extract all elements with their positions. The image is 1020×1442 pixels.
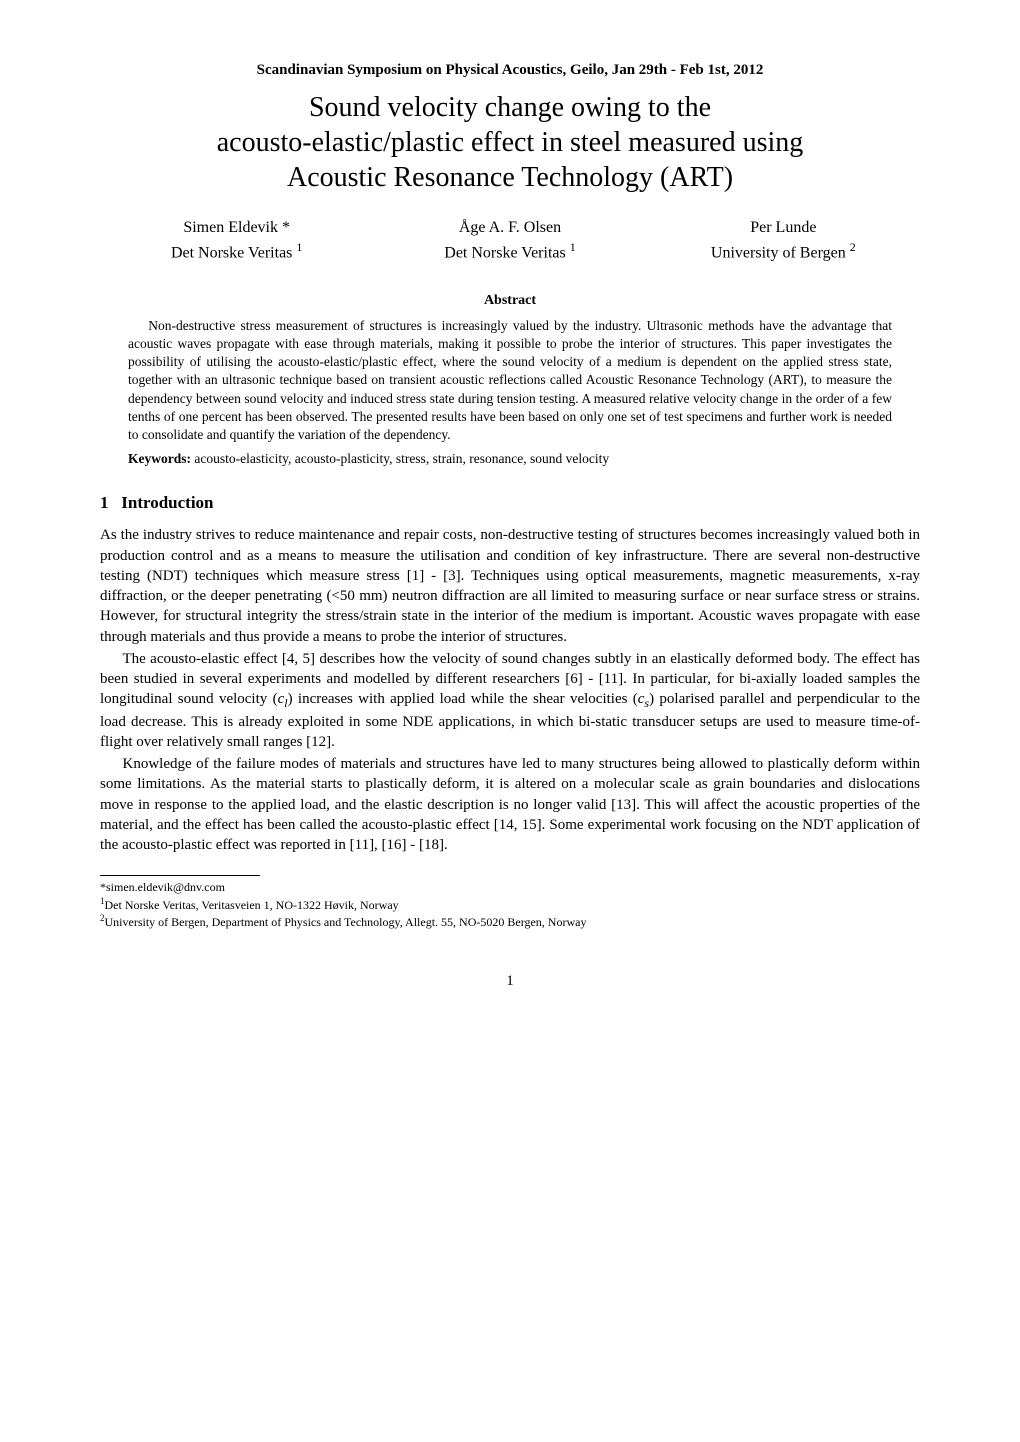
author-1-affil: Det Norske Veritas [171,244,296,261]
para2-part-b: ) increases with applied load while the … [288,691,638,707]
title-line-2: acousto-elastic/plastic effect in steel … [217,127,804,158]
section-1-title: Introduction [121,493,213,512]
title-line-3: Acoustic Resonance Technology (ART) [287,162,733,193]
author-2-sup: 1 [570,240,576,254]
keywords-line: Keywords: acousto-elasticity, acousto-pl… [128,450,892,468]
author-3-name: Per Lunde [750,219,816,236]
intro-para-1: As the industry strives to reduce mainte… [100,525,920,647]
conference-line: Scandinavian Symposium on Physical Acous… [100,60,920,80]
author-1-sup: 1 [296,240,302,254]
page-number: 1 [100,971,920,991]
author-1-name: Simen Eldevik * [183,219,290,236]
footnote-email: *simen.eldevik@dnv.com [100,880,920,896]
keywords-text: acousto-elasticity, acousto-plasticity, … [191,451,609,466]
authors-row: Simen Eldevik * Det Norske Veritas 1 Åge… [100,217,920,264]
author-2-affil: Det Norske Veritas [444,244,569,261]
abstract-body: Non-destructive stress measurement of st… [128,317,892,445]
footnote-rule [100,875,260,876]
author-2-name: Åge A. F. Olsen [459,219,561,236]
title-line-1: Sound velocity change owing to the [309,92,711,123]
section-1-heading: 1 Introduction [100,492,920,515]
footnote-1-text: Det Norske Veritas, Veritasveien 1, NO-1… [105,898,399,912]
section-1-number: 1 [100,493,109,512]
paper-title: Sound velocity change owing to the acous… [100,90,920,195]
footnote-2-text: University of Bergen, Department of Phys… [105,915,587,929]
abstract-text: Non-destructive stress measurement of st… [128,318,892,442]
author-2: Åge A. F. Olsen Det Norske Veritas 1 [373,217,646,264]
author-3-affil: University of Bergen [711,244,850,261]
author-3-sup: 2 [850,240,856,254]
intro-para-3: Knowledge of the failure modes of materi… [100,754,920,855]
abstract-heading: Abstract [100,292,920,311]
footnote-1: 1Det Norske Veritas, Veritasveien 1, NO-… [100,896,920,914]
keywords-label: Keywords: [128,451,191,466]
author-1: Simen Eldevik * Det Norske Veritas 1 [100,217,373,264]
footnote-2: 2University of Bergen, Department of Phy… [100,913,920,931]
intro-para-2: The acousto-elastic effect [4, 5] descri… [100,649,920,752]
author-3: Per Lunde University of Bergen 2 [647,217,920,264]
